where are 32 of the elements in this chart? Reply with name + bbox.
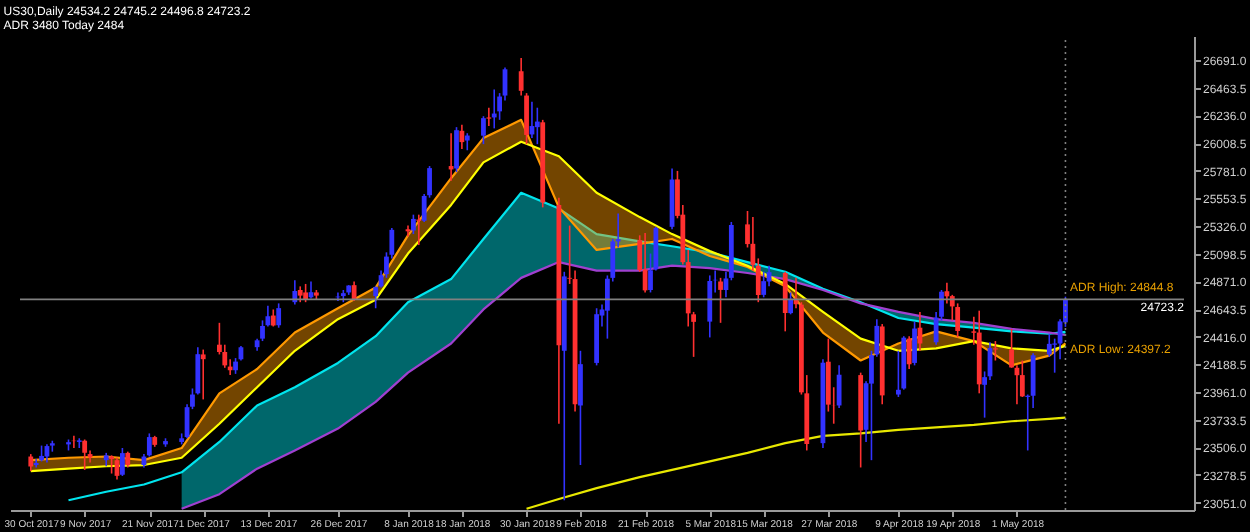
candlestick (1019, 359, 1025, 398)
candlestick (524, 92, 529, 145)
line-series (525, 416, 1067, 510)
candlestick (119, 447, 125, 477)
candlestick (836, 364, 842, 409)
candlestick (410, 213, 416, 235)
candlestick (782, 270, 788, 333)
candlestick (292, 279, 298, 306)
candlestick (303, 283, 309, 303)
candlestick (642, 232, 648, 294)
candlestick (718, 277, 723, 324)
candlestick (906, 335, 912, 370)
candlestick (260, 319, 265, 342)
candlestick (448, 132, 454, 182)
candlestick (518, 57, 524, 97)
candlestick (534, 106, 540, 145)
candlestick (761, 270, 767, 299)
candlestick (351, 280, 357, 302)
candlestick (486, 106, 492, 127)
candlestick (912, 320, 917, 367)
candlestick (481, 115, 486, 145)
candlestick (459, 123, 465, 150)
candlestick (454, 126, 459, 173)
candlestick (992, 340, 998, 362)
candlestick (76, 437, 82, 449)
candlestick (82, 438, 88, 471)
candlestick (788, 291, 794, 316)
candlestick (707, 274, 713, 339)
candlestick (276, 302, 282, 329)
candlestick (578, 349, 583, 466)
candlestick (200, 348, 206, 401)
candlestick (955, 302, 961, 339)
